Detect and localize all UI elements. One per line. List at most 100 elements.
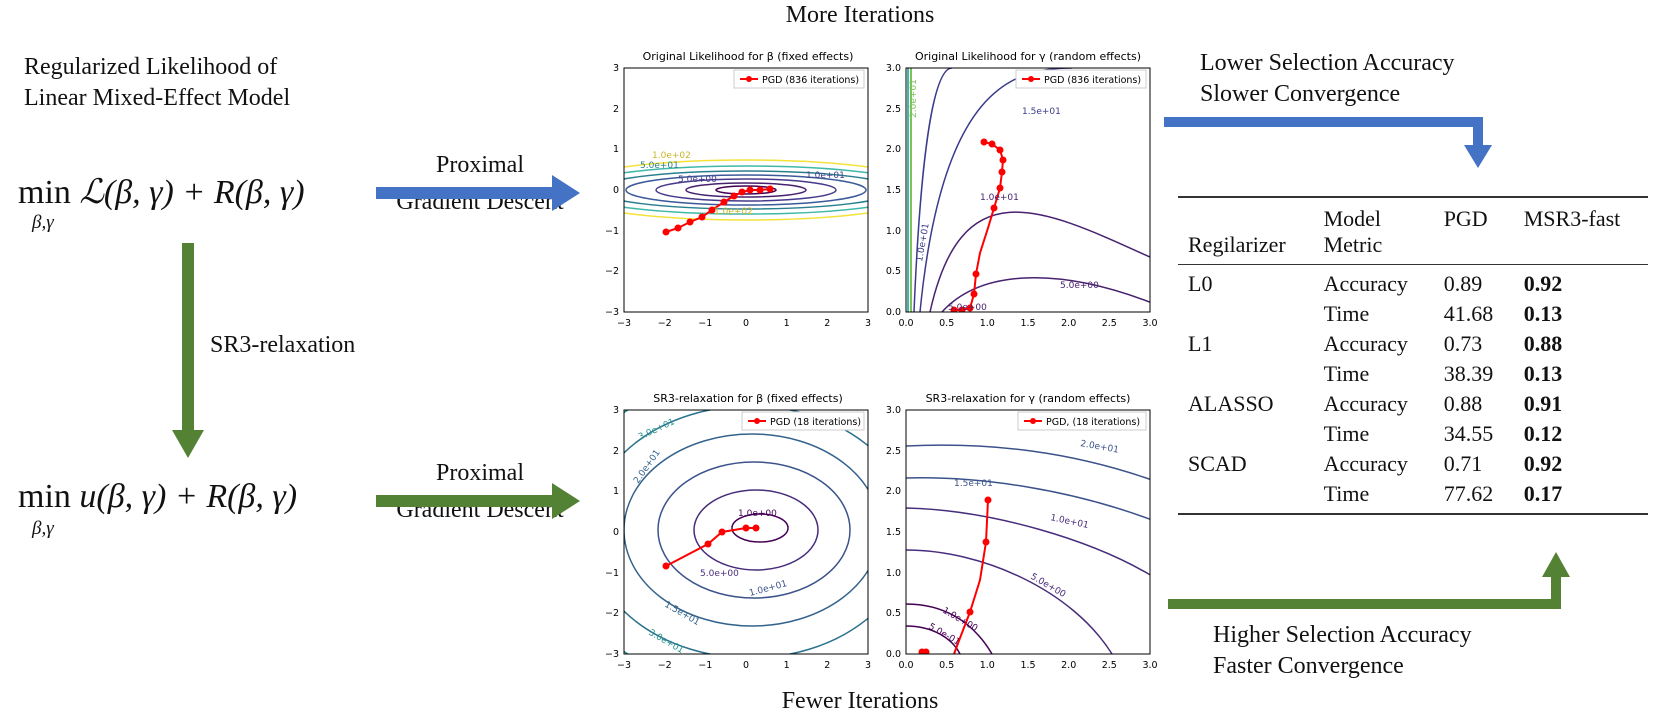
legend: PGD, (18 iterations)	[1017, 411, 1147, 431]
svg-text:0.5: 0.5	[886, 608, 901, 619]
results-table: Regilarizer Model Metric PGD MSR3-fast L0…	[1178, 198, 1648, 513]
svg-text:0.0: 0.0	[886, 307, 901, 318]
arrow-result-top	[1164, 117, 1492, 168]
contour-label: 5.0e+00	[1029, 572, 1068, 600]
top-caption: More Iterations	[785, 2, 935, 28]
formula-top-sub: β,γ	[32, 212, 54, 233]
svg-text:2.0: 2.0	[886, 486, 901, 497]
plot-title: Original Likelihood for γ (random effect…	[915, 50, 1141, 63]
formula-original: min ℒ(β, γ) + R(β, γ) β,γ	[18, 172, 378, 242]
svg-text:0.0: 0.0	[898, 318, 913, 329]
arrow-pgd-relaxed	[376, 483, 580, 519]
svg-text:−3: −3	[617, 318, 631, 329]
svg-text:1.5: 1.5	[886, 185, 901, 196]
model-title: Regularized Likelihood of Linear Mixed-E…	[24, 52, 290, 114]
x-ticks: −3 −2 −1 0 1 2 3	[617, 660, 871, 671]
table-row: Time 77.62 0.17	[1323, 481, 1563, 506]
contour-label: 1.0e+01	[806, 171, 845, 181]
result-top-label: Lower Selection Accuracy Slower Converge…	[1200, 48, 1455, 110]
svg-text:−3: −3	[605, 649, 619, 660]
contour-label: 1.0e+01	[980, 193, 1019, 203]
svg-text:1.0: 1.0	[980, 660, 995, 671]
contour-label: 5.0e-01	[927, 622, 962, 648]
svg-text:2.5: 2.5	[886, 446, 901, 457]
svg-text:1: 1	[613, 486, 619, 497]
svg-text:3: 3	[865, 318, 871, 329]
svg-text:1.5: 1.5	[1020, 660, 1035, 671]
arrow-bottom-label-line1: Proximal	[436, 460, 524, 486]
contour-label: 5.0e+00	[1060, 281, 1099, 291]
svg-text:3.0: 3.0	[1142, 660, 1157, 671]
arrow-sr3-relaxation	[172, 243, 204, 458]
legend: PGD (836 iterations)	[1015, 69, 1147, 89]
legend-text: PGD (836 iterations)	[1044, 75, 1141, 86]
contour-label: 2.0e+01	[909, 79, 919, 118]
legend: PGD (18 iterations)	[741, 411, 865, 431]
y-ticks: 3.0 2.5 2.0 1.5 1.0 0.5 0.0	[886, 405, 901, 660]
arrow-top-label-line1: Proximal	[436, 152, 524, 178]
x-ticks: 0.0 0.5 1.0 1.5 2.0 2.5 3.0	[898, 318, 1157, 329]
svg-text:3: 3	[613, 63, 619, 74]
formula-bottom-min: min	[18, 478, 71, 515]
svg-text:1.0: 1.0	[886, 226, 901, 237]
contour-label: 1.5e+01	[1022, 107, 1061, 117]
svg-text:3.0: 3.0	[1142, 318, 1157, 329]
svg-text:1.0: 1.0	[886, 568, 901, 579]
svg-text:2: 2	[613, 104, 619, 115]
legend-text: PGD (836 iterations)	[762, 75, 859, 86]
svg-text:0.5: 0.5	[886, 266, 901, 277]
contour-label: 1.0e+00	[738, 509, 777, 519]
svg-text:−3: −3	[605, 307, 619, 318]
svg-text:0.0: 0.0	[886, 649, 901, 660]
plot-title: SR3-relaxation for β (fixed effects)	[653, 392, 843, 405]
table-row: ALASSO Accuracy 0.88 0.91	[1188, 391, 1563, 416]
svg-text:0: 0	[613, 527, 619, 538]
x-ticks: −3 −2 −1 0 1 2 3	[617, 318, 871, 329]
plot-sr3-gamma: SR3-relaxation for γ (random effects) 2.…	[886, 392, 1158, 671]
svg-text:0: 0	[743, 660, 749, 671]
contour-label: 5.0e+00	[678, 175, 717, 185]
result-bottom-line1: Higher Selection Accuracy	[1213, 622, 1472, 648]
svg-text:−2: −2	[658, 318, 672, 329]
arrow-result-bottom	[1168, 552, 1570, 609]
y-ticks: 3 2 1 0 −1 −2 −3	[605, 405, 619, 660]
plot-sr3-beta: SR3-relaxation for β (fixed effects) 3.0…	[605, 392, 871, 671]
svg-text:3.0: 3.0	[886, 405, 901, 416]
svg-text:3.0: 3.0	[886, 63, 901, 74]
svg-text:−1: −1	[698, 318, 712, 329]
svg-text:2.5: 2.5	[1102, 660, 1117, 671]
svg-text:−1: −1	[698, 660, 712, 671]
plot-original-beta: Original Likelihood for β (fixed effects…	[605, 50, 871, 329]
model-title-line1: Regularized Likelihood of	[24, 54, 278, 80]
table-row: L0 Accuracy 0.89 0.92	[1188, 271, 1563, 296]
result-top-line1: Lower Selection Accuracy	[1200, 50, 1455, 76]
svg-text:0: 0	[743, 318, 749, 329]
svg-text:0.5: 0.5	[939, 660, 954, 671]
svg-text:1: 1	[784, 660, 790, 671]
table-row: Time 34.55 0.12	[1323, 421, 1563, 446]
model-title-line2: Linear Mixed-Effect Model	[24, 85, 291, 112]
y-ticks: 3 2 1 0 −1 −2 −3	[605, 63, 619, 318]
svg-text:−2: −2	[605, 266, 619, 277]
contour-label: 1.5e+01	[663, 600, 702, 628]
plot-title: SR3-relaxation for γ (random effects)	[926, 392, 1131, 405]
svg-text:−3: −3	[617, 660, 631, 671]
formula-top-min: min	[18, 174, 71, 211]
contour-label: 2.0e+01	[1079, 439, 1119, 456]
header-msr3: MSR3-fast	[1523, 206, 1621, 231]
contour-label: 1.0e+01	[1049, 513, 1089, 531]
header-pgd: PGD	[1443, 206, 1488, 231]
contour-label: 3.0e+01	[637, 417, 676, 442]
legend-text: PGD, (18 iterations)	[1046, 417, 1140, 428]
bottom-caption: Fewer Iterations	[781, 688, 939, 714]
formula-bottom-body: u(β, γ) + R(β, γ)	[79, 478, 298, 515]
x-ticks: 0.0 0.5 1.0 1.5 2.0 2.5 3.0	[898, 660, 1157, 671]
contour-label: 5.0e+00	[948, 303, 987, 313]
svg-text:3: 3	[865, 660, 871, 671]
svg-text:2: 2	[613, 446, 619, 457]
plot-original-gamma: Original Likelihood for γ (random effect…	[886, 50, 1158, 329]
svg-text:2.0: 2.0	[886, 144, 901, 155]
legend-text: PGD (18 iterations)	[770, 417, 861, 428]
contour-label: 5.0e+01	[640, 161, 679, 171]
